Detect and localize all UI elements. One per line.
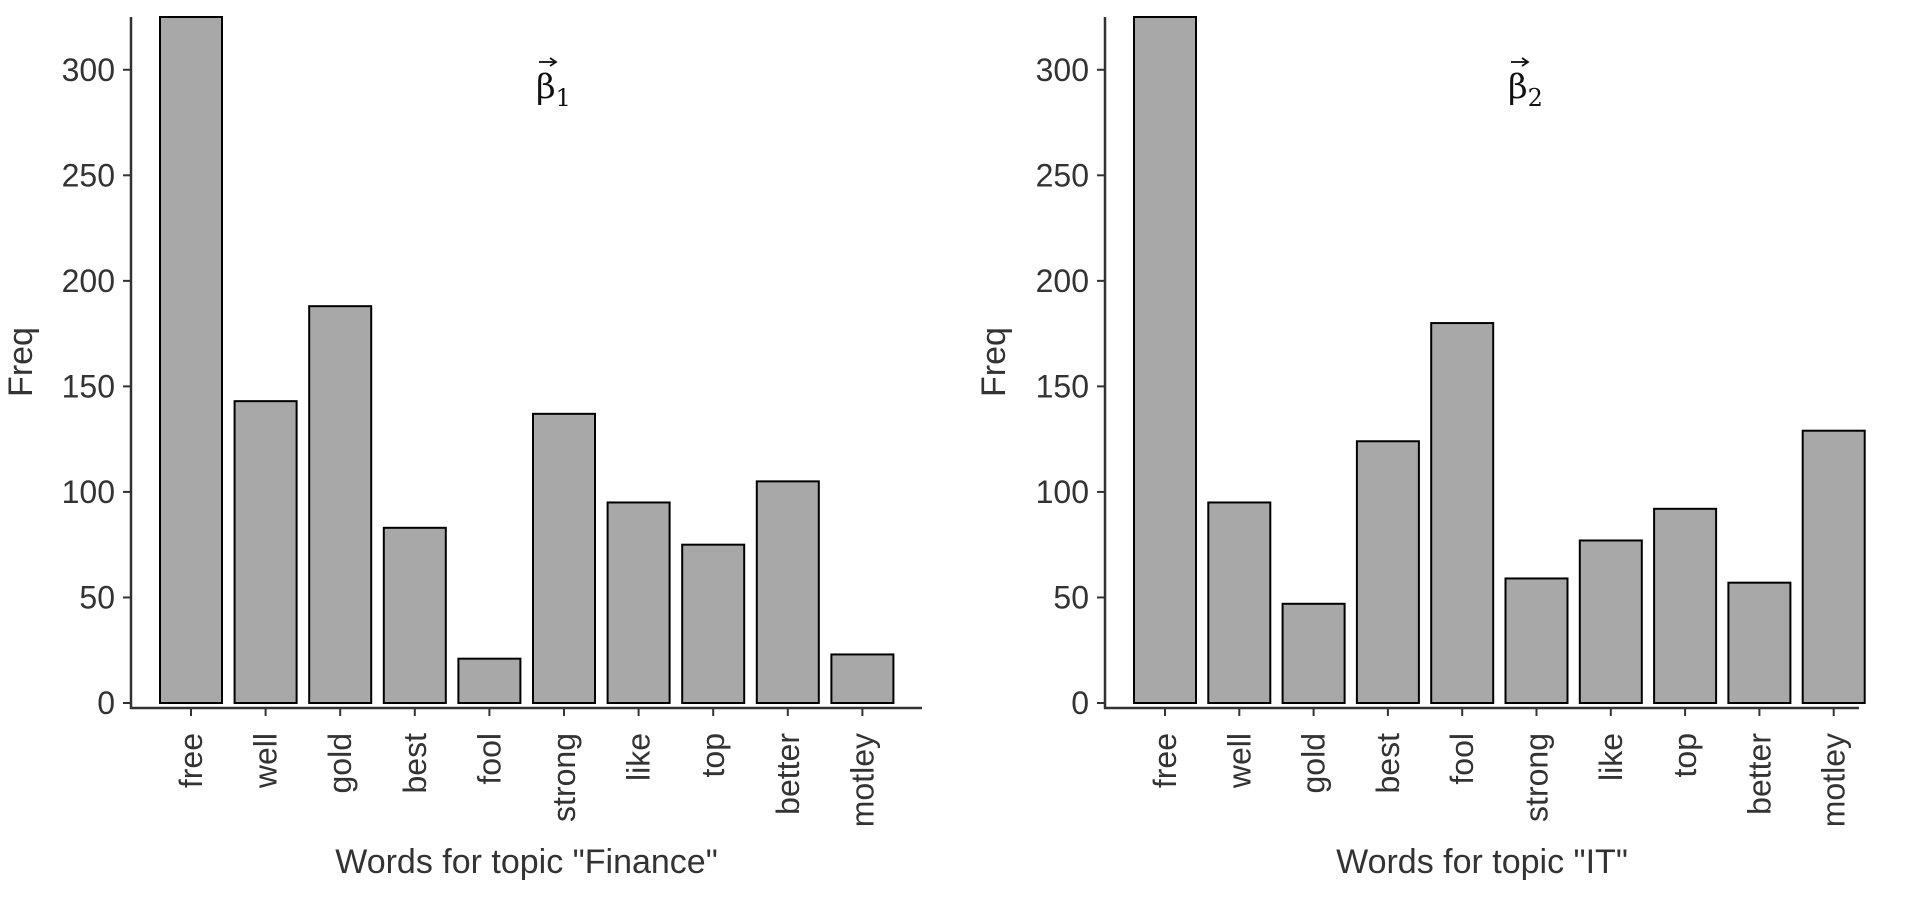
panel-2-bar-well xyxy=(1207,501,1272,704)
panel-2-bar-best xyxy=(1355,440,1420,704)
panel-2-x-tick-label-gold: gold xyxy=(1296,733,1332,794)
panel-1-x-tick-label-motley: motley xyxy=(844,733,880,827)
panel-2-x-tick-label-top: top xyxy=(1667,733,1703,777)
panel-2-y-tick-label-0: 0 xyxy=(1071,685,1089,721)
panel-1-x-tick-label-free: free xyxy=(173,733,209,788)
panel-2-y-tick-label-100: 100 xyxy=(1036,474,1089,510)
panel-1-x-tick-label-like: like xyxy=(621,733,657,781)
panel-2-y-tick-label-300: 300 xyxy=(1036,52,1089,88)
panel-1-y-tick-label-150: 150 xyxy=(62,368,115,404)
panel-2-bar-motley xyxy=(1801,429,1866,704)
panel-1-x-tick-label-top: top xyxy=(695,733,731,777)
panel-2-x-axis-title: Words for topic "IT" xyxy=(1336,843,1628,881)
panel-2-beta-annotation: β2 xyxy=(1508,67,1543,112)
panel-2-bar-top xyxy=(1653,507,1718,704)
panel-2-y-tick-label-250: 250 xyxy=(1036,157,1089,193)
panel-2-y-axis-title: Freq xyxy=(975,327,1013,397)
panel-1-y-tick-label-200: 200 xyxy=(62,263,115,299)
panel-1-bar-fool xyxy=(457,657,522,704)
panel-1-x-tick-label-well: well xyxy=(248,733,284,789)
panel-2-y-tick-label-150: 150 xyxy=(1036,368,1089,404)
panel-2-bar-free xyxy=(1133,16,1197,704)
panel-1-y-tick-label-0: 0 xyxy=(97,685,115,721)
panel-1-bar-motley xyxy=(830,653,895,705)
panel-1-x-axis-title: Words for topic "Finance" xyxy=(335,843,718,881)
panel-1-y-tick-label-100: 100 xyxy=(62,474,115,510)
panel-2-x-tick-label-well: well xyxy=(1221,733,1257,789)
panel-1-x-tick-label-gold: gold xyxy=(322,733,358,794)
panel-1-bar-better xyxy=(755,480,820,704)
panel-2-y-tick-label-50: 50 xyxy=(1053,579,1089,615)
panel-2-bar-fool xyxy=(1430,322,1495,704)
panel-1-x-tick-label-best: best xyxy=(397,733,433,794)
panel-1-vector-arrow-head-icon xyxy=(549,57,558,67)
panel-1-bar-free xyxy=(159,16,223,704)
panel-1-bar-well xyxy=(233,400,298,704)
panel-2-x-tick-label-like: like xyxy=(1593,733,1629,781)
panel-2-bar-gold xyxy=(1281,602,1346,704)
panel-1-y-tick-label-50: 50 xyxy=(79,579,115,615)
panel-1-y-tick-label-250: 250 xyxy=(62,157,115,193)
panel-1-bar-strong xyxy=(532,412,596,704)
panel-1-x-tick-label-fool: fool xyxy=(471,733,507,785)
panel-2-x-tick-label-strong: strong xyxy=(1519,733,1555,822)
panel-1-bar-best xyxy=(382,526,447,704)
panel-1-y-tick-label-300: 300 xyxy=(62,52,115,88)
panel-2-x-tick-label-better: better xyxy=(1741,733,1777,815)
panel-1-x-tick-label-better: better xyxy=(770,733,806,815)
panel-1-beta-annotation: β1 xyxy=(536,67,571,112)
panel-2-bar-strong xyxy=(1504,577,1569,704)
panel-1-bar-top xyxy=(681,543,746,705)
panel-2-vector-arrow-head-icon xyxy=(1521,57,1530,67)
panel-1-bar-gold xyxy=(308,305,373,704)
panel-2-x-tick-label-best: best xyxy=(1370,733,1406,794)
panel-2-bar-like xyxy=(1578,539,1643,704)
panel-1-bar-like xyxy=(606,501,671,704)
panel-2-y-tick-label-200: 200 xyxy=(1036,263,1089,299)
panel-2-x-tick-label-free: free xyxy=(1147,733,1183,788)
panel-1-x-tick-label-strong: strong xyxy=(546,733,582,822)
panel-1-y-axis-title: Freq xyxy=(2,327,40,397)
panel-2-x-tick-label-motley: motley xyxy=(1816,733,1852,827)
panel-2-x-tick-label-fool: fool xyxy=(1444,733,1480,785)
panel-2-bar-better xyxy=(1727,581,1792,704)
